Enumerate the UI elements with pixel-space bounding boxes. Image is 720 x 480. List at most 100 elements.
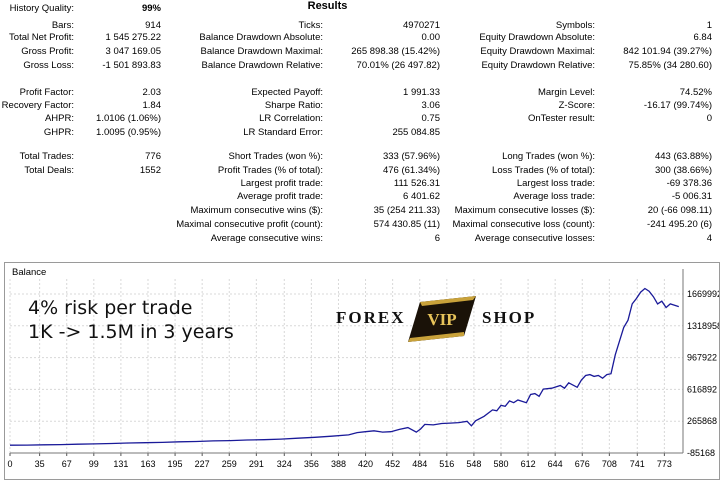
y-tick-label: 265868 xyxy=(687,416,717,426)
x-tick-label: 484 xyxy=(412,459,427,469)
x-tick-label: 548 xyxy=(466,459,481,469)
stat-value: 842 101.94 (39.27%) xyxy=(623,46,712,57)
stat-value: 4970271 xyxy=(403,20,440,31)
stat-value: -1 501 893.83 xyxy=(102,60,161,71)
stat-label: Z-Score: xyxy=(558,100,595,111)
stat-value: -16.17 (99.74%) xyxy=(643,100,712,111)
stat-value: 99% xyxy=(141,3,161,14)
stat-label: LR Correlation: xyxy=(259,113,323,124)
stat-value: 1552 xyxy=(139,165,161,176)
stat-label: Total Deals: xyxy=(24,165,74,176)
x-tick-label: 741 xyxy=(630,459,645,469)
stat-value: 2.03 xyxy=(142,87,162,98)
stat-label: Largest profit trade: xyxy=(240,178,323,189)
y-tick-label: -85168 xyxy=(687,448,715,458)
stat-label: AHPR: xyxy=(44,113,74,124)
stat-value: 70.01% (26 497.82) xyxy=(356,60,440,71)
overlay-growth-text: 1K -> 1.5M in 3 years xyxy=(28,321,234,343)
stat-value: 255 084.85 xyxy=(392,127,440,138)
x-tick-label: 773 xyxy=(657,459,672,469)
stat-label: OnTester result: xyxy=(527,113,595,124)
stat-label: Average profit trade: xyxy=(237,191,323,202)
stat-value: 4 xyxy=(706,233,712,244)
results-title: Results xyxy=(307,0,348,12)
x-tick-label: 259 xyxy=(222,459,237,469)
stat-value: 265 898.38 (15.42%) xyxy=(351,46,440,57)
logo-shop-text: SHOP xyxy=(482,308,537,327)
stat-value: 0.75 xyxy=(421,113,441,124)
stat-label: Equity Drawdown Maximal: xyxy=(480,46,595,57)
chart-title: Balance xyxy=(12,267,46,278)
x-tick-label: 644 xyxy=(548,459,563,469)
stat-value: 1.0095 (0.95%) xyxy=(96,127,161,138)
x-tick-label: 420 xyxy=(358,459,373,469)
x-tick-label: 99 xyxy=(89,459,99,469)
stat-value: 111 526.31 xyxy=(393,178,440,189)
logo-emblem-icon: VIP xyxy=(408,296,476,342)
stat-value: 3 047 169.05 xyxy=(105,46,161,57)
x-tick-label: 580 xyxy=(493,459,508,469)
stat-label: Margin Level: xyxy=(537,87,595,98)
stat-value: 1.84 xyxy=(142,100,162,111)
x-tick-label: 227 xyxy=(195,459,210,469)
stat-label: Equity Drawdown Absolute: xyxy=(479,32,595,43)
logo-forex-text: FOREX xyxy=(336,308,406,327)
stat-label: Balance Drawdown Relative: xyxy=(201,60,323,71)
stat-label: Gross Loss: xyxy=(23,60,74,71)
stat-label: Profit Factor: xyxy=(19,87,74,98)
logo-vip-text: VIP xyxy=(427,310,456,329)
stat-value: 574 430.85 (11) xyxy=(373,219,440,230)
stat-label: Total Net Profit: xyxy=(9,32,74,43)
stat-value: 476 (61.34%) xyxy=(382,165,440,176)
stat-label: Balance Drawdown Absolute: xyxy=(199,32,323,43)
x-tick-label: 676 xyxy=(575,459,590,469)
y-tick-label: 967922 xyxy=(687,353,717,363)
stat-value: 0.00 xyxy=(421,32,441,43)
x-tick-label: 452 xyxy=(385,459,400,469)
stat-label: Average consecutive losses: xyxy=(474,233,595,244)
stat-label: Recovery Factor: xyxy=(1,100,74,111)
stat-value: 0 xyxy=(706,113,712,124)
x-tick-label: 195 xyxy=(168,459,183,469)
balance-chart: Balance -85168 265868 616892 967922 1318958 16… xyxy=(7,267,719,469)
balance-chart-panel: Balance -85168 265868 616892 967922 1318958 16… xyxy=(4,262,720,480)
stat-value: 6.84 xyxy=(693,32,713,43)
stat-value: 20 (-66 098.11) xyxy=(647,205,712,216)
forex-vip-shop-logo: FOREX VIP SHOP xyxy=(336,296,540,342)
stat-label: Expected Payoff: xyxy=(251,87,323,98)
x-tick-label: 516 xyxy=(439,459,454,469)
stat-label: Average consecutive wins: xyxy=(210,233,323,244)
x-tick-label: 708 xyxy=(602,459,617,469)
x-tick-label: 291 xyxy=(249,459,264,469)
stat-value: -5 006.31 xyxy=(671,191,712,202)
stat-label: Sharpe Ratio: xyxy=(264,100,323,111)
stat-label: Average loss trade: xyxy=(513,191,595,202)
stat-label: Maximal consecutive profit (count): xyxy=(176,219,323,230)
stat-label: Maximal consecutive loss (count): xyxy=(452,219,595,230)
stat-label: Balance Drawdown Maximal: xyxy=(200,46,324,57)
stat-value: 914 xyxy=(145,20,161,31)
stat-value: 1 xyxy=(706,20,712,31)
stat-label: Bars: xyxy=(51,20,74,31)
stat-label: Equity Drawdown Relative: xyxy=(481,60,595,71)
stat-value: 6 401.62 xyxy=(403,191,440,202)
stat-value: 443 (63.88%) xyxy=(654,151,712,162)
y-tick-label: 1318958 xyxy=(687,321,719,331)
stat-label: Loss Trades (% of total): xyxy=(492,165,595,176)
stat-value: 75.85% (34 280.60) xyxy=(628,60,712,71)
stat-label: Profit Trades (% of total): xyxy=(217,165,323,176)
overlay-risk-text: 4% risk per trade xyxy=(28,297,193,319)
y-tick-label: 1669992 xyxy=(687,289,719,299)
x-tick-label: 612 xyxy=(521,459,536,469)
stat-value: 333 (57.96%) xyxy=(382,151,440,162)
stat-label: Short Trades (won %): xyxy=(228,151,323,162)
stat-value: 776 xyxy=(145,151,161,162)
stat-value: 74.52% xyxy=(679,87,712,98)
x-tick-label: 163 xyxy=(140,459,155,469)
stat-label: Ticks: xyxy=(298,20,323,31)
stat-label: Total Trades: xyxy=(19,151,74,162)
stat-label: Maximum consecutive wins ($): xyxy=(190,205,323,216)
stat-label: Gross Profit: xyxy=(21,46,74,57)
stat-value: 3.06 xyxy=(421,100,441,111)
stat-label: History Quality: xyxy=(9,3,74,14)
